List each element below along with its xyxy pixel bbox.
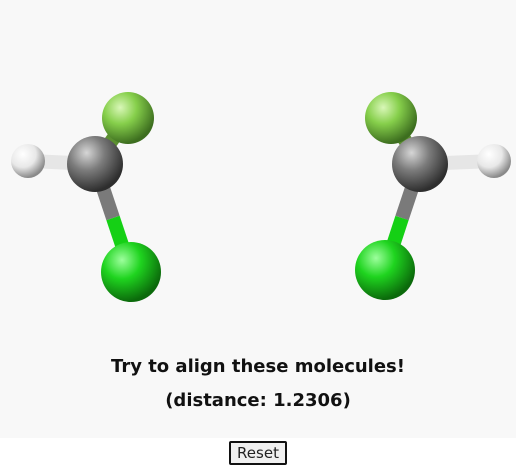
fluorine-atom [365, 92, 417, 144]
instruction-text: Try to align these molecules! [111, 356, 405, 377]
chlorine-atom [101, 242, 161, 302]
molecule-canvas[interactable] [0, 0, 516, 438]
reset-button[interactable]: Reset [229, 441, 287, 465]
right-molecule[interactable] [355, 92, 511, 300]
chlorine-atom [355, 240, 415, 300]
molecule-viewer[interactable]: Try to align these molecules! (distance:… [0, 0, 516, 438]
fluorine-atom [102, 92, 154, 144]
hydrogen-atom [11, 144, 45, 178]
carbon-atom [67, 136, 123, 192]
carbon-atom [392, 136, 448, 192]
left-molecule[interactable] [11, 92, 161, 302]
hydrogen-atom [477, 144, 511, 178]
distance-readout: (distance: 1.2306) [165, 390, 351, 411]
